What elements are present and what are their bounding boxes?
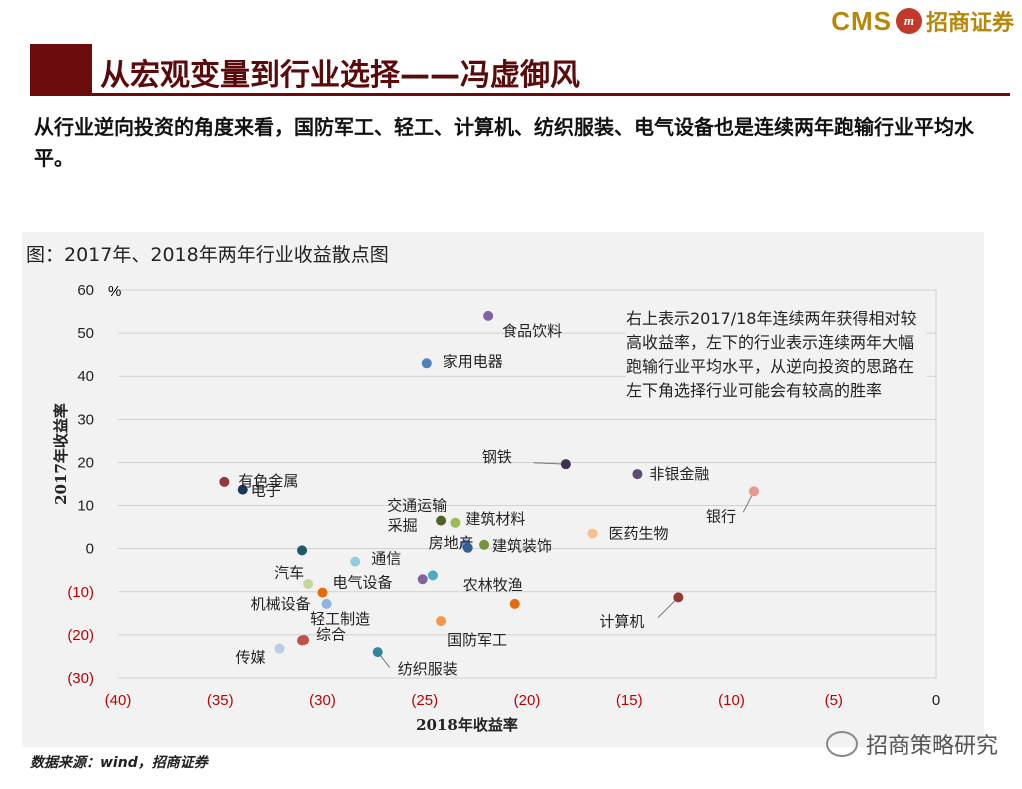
data-point	[417, 574, 428, 585]
data-point	[436, 616, 447, 627]
gridlines	[118, 289, 937, 679]
point-label: 计算机	[599, 612, 644, 630]
intro-paragraph: 从行业逆向投资的角度来看，国防军工、轻工、计算机、纺织服装、电气设备也是连续两年…	[34, 115, 974, 170]
data-point	[587, 528, 598, 539]
x-tick-label: (30)	[309, 692, 336, 709]
watermark-text: 招商策略研究	[865, 734, 998, 759]
data-point	[274, 643, 285, 654]
x-tick-label: (35)	[207, 692, 234, 709]
point-label: 非银金融	[649, 465, 709, 483]
slide-title: 从宏观变量到行业选择——冯虚御风	[100, 58, 580, 93]
data-point	[673, 592, 684, 603]
data-point	[483, 310, 494, 321]
data-point	[317, 587, 328, 598]
point-label: 有色金属	[238, 472, 298, 490]
point-label: 纺织服装	[398, 660, 458, 678]
chart-annotation: 右上表示2017/18年连续两年获得相对较高收益率，左下的行业表示连续两年大幅跑…	[626, 307, 926, 403]
data-points	[219, 310, 759, 658]
logo-cn: 招商证券	[925, 10, 1014, 36]
y-unit-label: %	[108, 283, 121, 300]
data-point	[748, 486, 759, 497]
point-label: 建筑材料	[465, 510, 525, 528]
data-point	[427, 570, 438, 581]
data-point	[219, 476, 230, 487]
data-point	[321, 598, 332, 609]
point-label: 综合	[316, 625, 346, 643]
title-accent-block	[30, 44, 92, 96]
data-point	[303, 579, 314, 590]
x-axis-title: 2018年收益率	[416, 716, 518, 734]
point-label: 家用电器	[443, 352, 503, 370]
point-label: 食品饮料	[502, 322, 562, 340]
data-point	[509, 598, 520, 609]
data-point	[350, 556, 361, 567]
data-point	[421, 358, 432, 369]
x-tick-label: (15)	[616, 692, 643, 709]
x-tick-label: (10)	[718, 692, 745, 709]
slide-title-bar: 从宏观变量到行业选择——冯虚御风	[30, 44, 1010, 96]
point-label: 采掘	[388, 516, 418, 534]
data-point	[237, 484, 248, 495]
point-label: 电子	[251, 482, 281, 500]
data-point	[479, 539, 490, 550]
x-tick-label: (5)	[825, 692, 843, 709]
point-label: 交通运输	[387, 497, 447, 515]
y-tick-label: 20	[77, 454, 94, 471]
cms-logo: CMS m 招商证券	[831, 4, 1014, 38]
point-label: 汽车	[274, 564, 304, 582]
title-underline	[92, 93, 1010, 96]
data-point	[436, 515, 447, 526]
y-axis-title: 2017年收益率	[52, 403, 70, 505]
wechat-icon	[825, 731, 858, 757]
data-point	[372, 647, 383, 658]
point-label: 农林牧渔	[463, 576, 523, 594]
logo-latin: CMS	[831, 5, 892, 36]
logo-seal-icon: m	[895, 8, 922, 34]
point-label: 房地产	[429, 534, 474, 552]
point-label: 轻工制造	[310, 610, 370, 628]
y-tick-label: 30	[77, 411, 94, 428]
data-point	[450, 517, 461, 528]
point-label: 机械设备	[251, 595, 311, 613]
data-point	[632, 469, 643, 480]
data-point	[560, 459, 571, 470]
data-point	[462, 542, 473, 553]
x-tick-label: 0	[932, 692, 940, 709]
y-tick-labels: 60 50 40 30 20 10 0 (10) (20) (30)	[67, 282, 94, 687]
point-label: 银行	[706, 507, 736, 525]
y-tick-label: (30)	[67, 670, 94, 687]
x-tick-label: (20)	[514, 692, 541, 709]
y-tick-label: 0	[86, 541, 94, 558]
leader-lines	[377, 462, 755, 668]
y-tick-label: 10	[77, 498, 94, 515]
y-tick-label: (10)	[67, 584, 94, 601]
point-label: 通信	[371, 550, 401, 568]
x-tick-label: (40)	[105, 692, 132, 709]
point-label: 国防军工	[447, 631, 507, 649]
point-label: 医药生物	[608, 525, 668, 543]
point-label: 建筑装饰	[492, 537, 552, 555]
point-label: 电气设备	[333, 574, 393, 592]
wechat-watermark: 招商策略研究	[825, 728, 998, 760]
data-point	[297, 635, 308, 646]
point-label: 钢铁	[482, 448, 512, 466]
data-source: 数据来源：wind，招商证券	[30, 755, 208, 771]
data-point	[297, 545, 308, 556]
x-tick-label: (25)	[411, 692, 438, 709]
point-label: 传媒	[236, 649, 266, 667]
chart-title: 图：2017年、2018年两年行业收益散点图	[26, 244, 389, 266]
y-tick-label: (20)	[67, 627, 94, 644]
y-tick-label: 50	[77, 325, 94, 342]
y-tick-label: 40	[77, 368, 94, 385]
leader-line	[533, 462, 566, 465]
y-tick-label: 60	[77, 282, 94, 299]
x-tick-labels: (40) (35) (30) (25) (20) (15) (10) (5) 0	[105, 692, 941, 709]
